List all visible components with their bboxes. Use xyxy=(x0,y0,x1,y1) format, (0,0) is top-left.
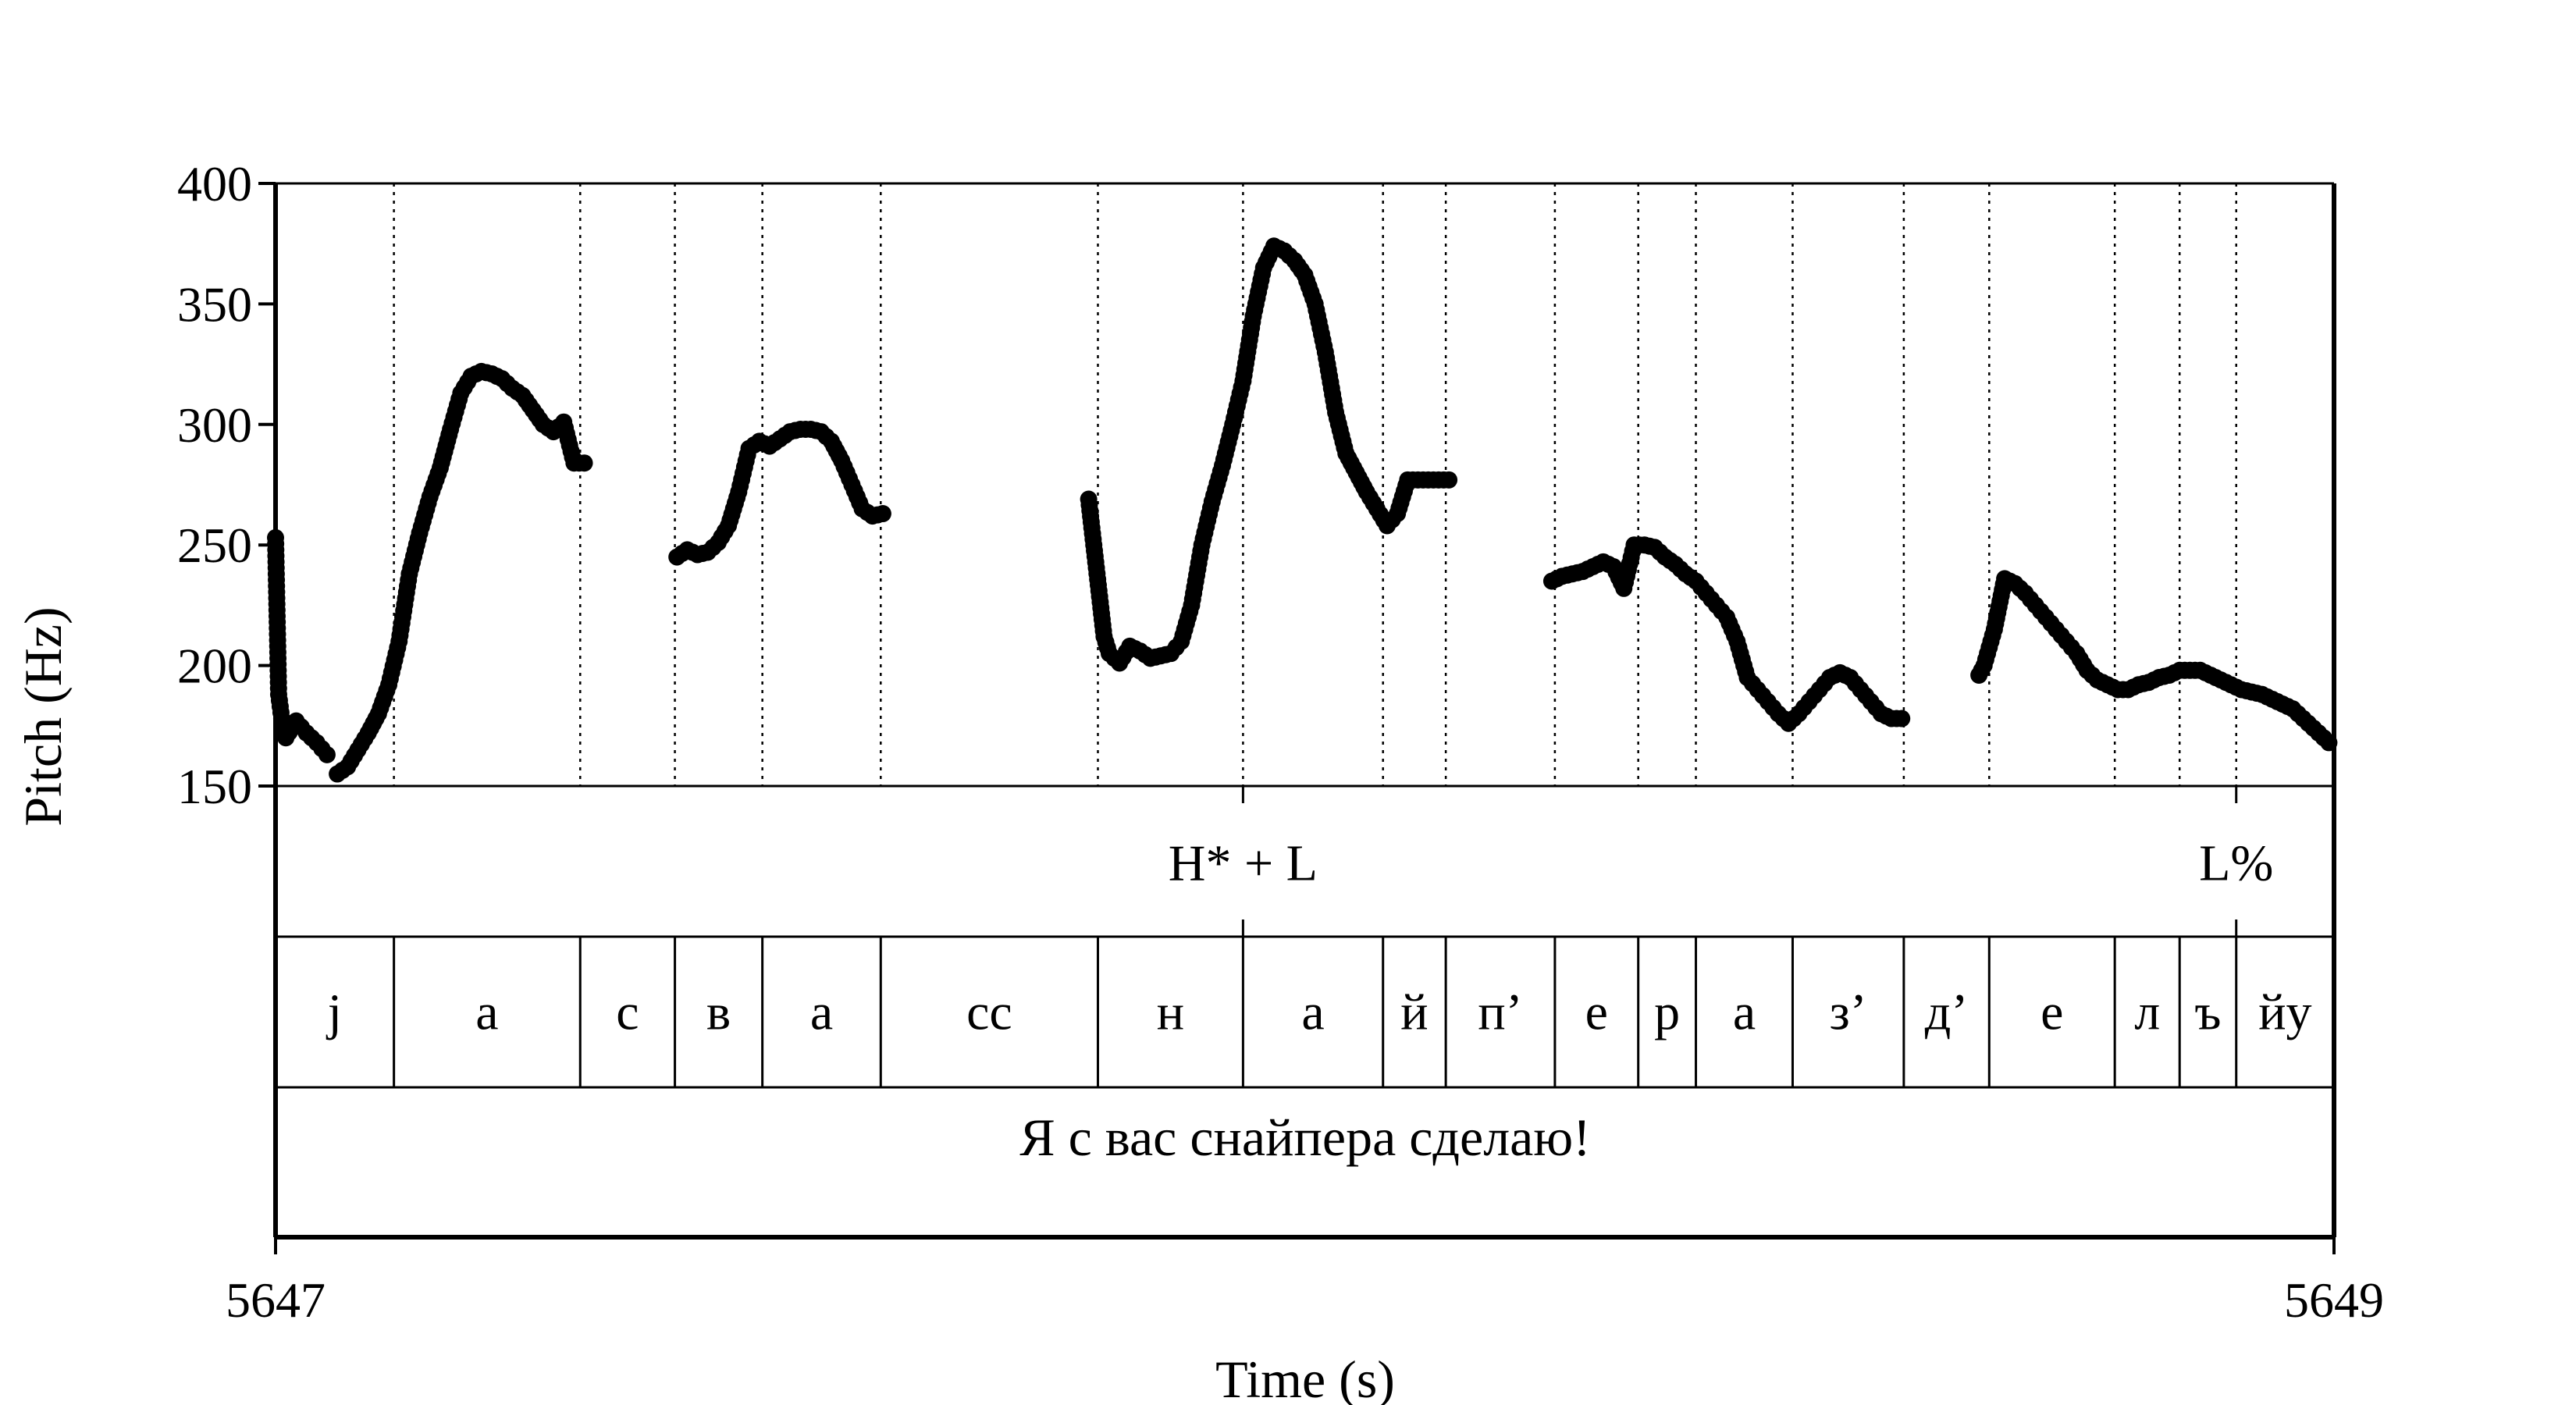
segment-label: д’ xyxy=(1925,984,1969,1041)
x-tick-label: 5647 xyxy=(226,1272,326,1328)
segment-label: л xyxy=(2134,984,2160,1041)
pitch-point xyxy=(318,745,336,763)
pitch-point xyxy=(873,505,891,523)
segment-label: а xyxy=(475,984,498,1041)
segment-label: с xyxy=(616,984,639,1041)
segment-label: п’ xyxy=(1478,984,1522,1041)
pitch-points xyxy=(267,237,2338,783)
plot-frame xyxy=(273,182,2336,1240)
tone-label: H* + L xyxy=(1169,835,1318,892)
segment-label: а xyxy=(810,984,833,1041)
segment-label: е xyxy=(1585,984,1608,1041)
segment-label: а xyxy=(1301,984,1324,1041)
segment-label: й xyxy=(1400,984,1428,1041)
pitch-point xyxy=(1440,471,1458,489)
segment-tier: j а с в а сс н а й п’ е р а з’ д’ е л ъ йу xyxy=(326,937,2312,1087)
segment-label: р xyxy=(1654,984,1680,1041)
segment-label: в xyxy=(706,984,731,1041)
sentence-text: Я с вас снайпера сделаю! xyxy=(1019,1108,1591,1167)
y-tick-label: 400 xyxy=(177,156,252,212)
pitch-point xyxy=(575,454,593,472)
segment-label: сс xyxy=(966,984,1012,1041)
segment-label: з’ xyxy=(1830,984,1867,1041)
y-axis-ticks: 150 200 250 300 350 400 xyxy=(177,156,276,814)
tone-label: L% xyxy=(2199,835,2273,892)
y-tick-label: 150 xyxy=(177,759,252,814)
y-axis-title: Pitch (Hz) xyxy=(13,606,73,826)
x-axis-title: Time (s) xyxy=(1215,1350,1395,1405)
segment-boundary-guides xyxy=(393,183,2237,786)
segment-label: j xyxy=(326,984,342,1041)
x-axis-ticks: 5647 5649 xyxy=(226,1237,2384,1328)
segment-label: н xyxy=(1157,984,1184,1041)
y-tick-label: 350 xyxy=(177,276,252,332)
segment-label: йу xyxy=(2258,984,2311,1041)
segment-label: ъ xyxy=(2194,984,2221,1041)
segment-label: е xyxy=(2041,984,2063,1041)
y-tick-label: 250 xyxy=(177,518,252,573)
x-tick-label: 5649 xyxy=(2284,1272,2384,1328)
y-tick-label: 200 xyxy=(177,638,252,694)
segment-label: а xyxy=(1733,984,1756,1041)
pitch-point xyxy=(1893,710,1911,727)
y-tick-label: 300 xyxy=(177,397,252,453)
sentence-tier: Я с вас снайпера сделаю! xyxy=(1019,1108,1591,1167)
tone-tier: H* + L L% xyxy=(1169,786,2273,937)
